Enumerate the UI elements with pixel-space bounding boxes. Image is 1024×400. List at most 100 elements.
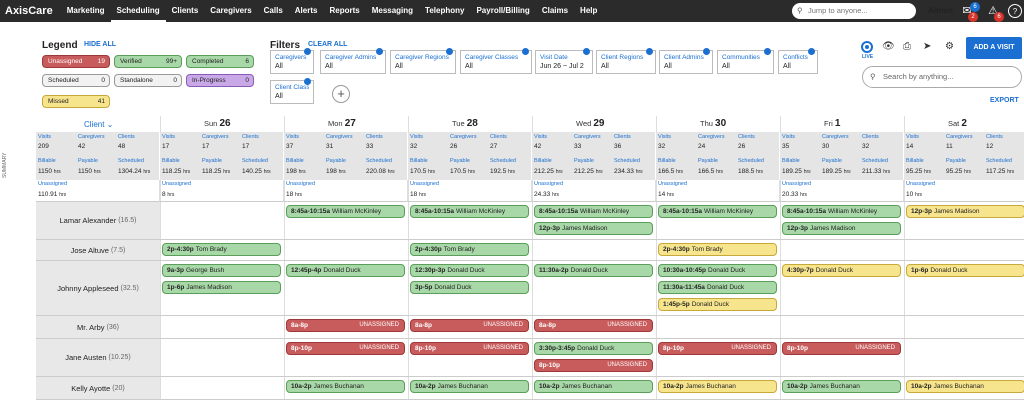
admin-menu[interactable]: Admin bbox=[928, 6, 953, 15]
visit-block[interactable]: 10:30a-10:45p Donald Duck bbox=[658, 264, 777, 277]
visit-block[interactable]: 10a-2p James Buchanan bbox=[534, 380, 653, 393]
day-header[interactable]: Mon 27 bbox=[328, 118, 356, 132]
legend-scheduled[interactable]: Scheduled 0 bbox=[42, 74, 110, 87]
filter-communities[interactable]: Communities All bbox=[717, 48, 774, 74]
client-name[interactable]: Jose Altuve (7.5) bbox=[36, 240, 160, 260]
nav-messaging[interactable]: Messaging bbox=[371, 6, 414, 15]
export-link[interactable]: EXPORT bbox=[990, 97, 1019, 104]
filter-caregiver-regions[interactable]: Caregiver Regions All bbox=[390, 48, 456, 74]
client-sort-select[interactable]: Client ⌄ bbox=[84, 120, 114, 129]
hide-all-link[interactable]: HIDE ALL bbox=[84, 41, 117, 48]
visit-block[interactable]: 10a-2p James Buchanan bbox=[906, 380, 1024, 393]
day-header[interactable]: Sat 2 bbox=[948, 118, 967, 132]
nav-marketing[interactable]: Marketing bbox=[66, 6, 105, 15]
visit-block[interactable]: 10a-2p James Buchanan bbox=[658, 380, 777, 393]
nav-caregivers[interactable]: Caregivers bbox=[210, 6, 252, 15]
visit-block[interactable]: 8p-10p UNASSIGNED bbox=[534, 359, 653, 372]
nav-help[interactable]: Help bbox=[580, 6, 598, 15]
visit-block[interactable]: 4:30p-7p Donald Duck bbox=[782, 264, 901, 277]
visit-block[interactable]: 12p-3p James Madison bbox=[782, 222, 901, 235]
visit-block[interactable]: 8p-10p UNASSIGNED bbox=[410, 342, 529, 355]
chat-icon[interactable]: ✉ bbox=[962, 5, 972, 17]
nav-reports[interactable]: Reports bbox=[329, 6, 360, 15]
print-icon[interactable]: ⎙ bbox=[903, 41, 911, 52]
nav-payroll-billing[interactable]: Payroll/Billing bbox=[476, 6, 530, 15]
gear-icon[interactable]: ⚙ bbox=[945, 41, 954, 52]
visit-block[interactable]: 8:45a-10:15a William McKinley bbox=[782, 205, 901, 218]
logo[interactable]: AxisCare bbox=[5, 5, 53, 17]
visit-block[interactable]: 8:45a-10:15a William McKinley bbox=[410, 205, 529, 218]
legend-missed[interactable]: Missed 41 bbox=[42, 95, 110, 108]
pin-icon[interactable] bbox=[446, 48, 453, 55]
visit-block[interactable]: 12:30p-3p Donald Duck bbox=[410, 264, 529, 277]
legend-unassigned[interactable]: Unassigned 19 bbox=[42, 55, 110, 68]
hide-eye-icon[interactable]: 👁 bbox=[882, 41, 895, 52]
filter-caregivers[interactable]: Caregivers All bbox=[270, 48, 314, 74]
client-name[interactable]: Mr. Arby (36) bbox=[36, 316, 160, 338]
client-name[interactable]: Jane Austen (10.25) bbox=[36, 339, 160, 376]
visit-block[interactable]: 10a-2p James Buchanan bbox=[782, 380, 901, 393]
visit-block[interactable]: 8a-8p UNASSIGNED bbox=[410, 319, 529, 332]
visit-block[interactable]: 8:45a-10:15a William McKinley bbox=[286, 205, 405, 218]
legend-verified[interactable]: Verified 99+ bbox=[114, 55, 182, 68]
visit-block[interactable]: 3:30p-3:45p Donald Duck bbox=[534, 342, 653, 355]
add-visit-button[interactable]: ADD A VISIT bbox=[966, 37, 1022, 59]
filter-client-classes[interactable]: Client Classes All bbox=[270, 78, 314, 104]
visit-block[interactable]: 3p-5p Donald Duck bbox=[410, 281, 529, 294]
nav-claims[interactable]: Claims bbox=[541, 6, 569, 15]
pin-icon[interactable] bbox=[376, 48, 383, 55]
visit-block[interactable]: 8:45a-10:15a William McKinley bbox=[658, 205, 777, 218]
nav-clients[interactable]: Clients bbox=[171, 6, 199, 15]
pin-icon[interactable] bbox=[808, 48, 815, 55]
visit-block[interactable]: 8:45a-10:15a William McKinley bbox=[534, 205, 653, 218]
legend-completed[interactable]: Completed 6 bbox=[186, 55, 254, 68]
send-icon[interactable]: ➤ bbox=[923, 41, 932, 52]
pin-icon[interactable] bbox=[304, 48, 311, 55]
pin-icon[interactable] bbox=[646, 48, 653, 55]
visit-block[interactable]: 12p-3p James Madison bbox=[906, 205, 1024, 218]
search-input[interactable]: ⚲ Search by anything... bbox=[862, 66, 1022, 88]
pin-icon[interactable] bbox=[304, 78, 311, 85]
jump-search-input[interactable]: ⚲ Jump to anyone... bbox=[792, 3, 916, 19]
pin-icon[interactable] bbox=[522, 48, 529, 55]
visit-block[interactable]: 12:45p-4p Donald Duck bbox=[286, 264, 405, 277]
filter-conflicts[interactable]: Conflicts All bbox=[778, 48, 818, 74]
visit-block[interactable]: 11:30a-2p Donald Duck bbox=[534, 264, 653, 277]
visit-block[interactable]: 9a-3p George Bush bbox=[162, 264, 281, 277]
visit-block[interactable]: 2p-4:30p Tom Brady bbox=[658, 243, 777, 256]
filter-client-regions[interactable]: Client Regions All bbox=[596, 48, 656, 74]
clear-all-link[interactable]: CLEAR ALL bbox=[308, 41, 348, 48]
help-icon[interactable]: ? bbox=[1008, 4, 1022, 18]
visit-block[interactable]: 12p-3p James Madison bbox=[534, 222, 653, 235]
visit-block[interactable]: 8p-10p UNASSIGNED bbox=[658, 342, 777, 355]
day-header[interactable]: Fri 1 bbox=[824, 118, 840, 132]
visit-block[interactable]: 1p-6p Donald Duck bbox=[906, 264, 1024, 277]
visit-block[interactable]: 11:30a-11:45a Donald Duck bbox=[658, 281, 777, 294]
nav-scheduling[interactable]: Scheduling bbox=[110, 0, 166, 22]
nav-alerts[interactable]: Alerts bbox=[294, 6, 318, 15]
nav-telephony[interactable]: Telephony bbox=[425, 6, 465, 15]
visit-block[interactable]: 2p-4:30p Tom Brady bbox=[410, 243, 529, 256]
notifications-icon[interactable]: ⚠ bbox=[988, 5, 998, 17]
filter-caregiver-classes[interactable]: Caregiver Classes All bbox=[460, 48, 532, 74]
pin-icon[interactable] bbox=[583, 48, 590, 55]
pin-icon[interactable] bbox=[764, 48, 771, 55]
filter-caregiver-admins[interactable]: Caregiver Admins All bbox=[320, 48, 386, 74]
nav-calls[interactable]: Calls bbox=[263, 6, 283, 15]
client-name[interactable]: Kelly Ayotte (20) bbox=[36, 377, 160, 399]
day-header[interactable]: Sun 26 bbox=[204, 118, 231, 132]
client-name[interactable]: Lamar Alexander (16.5) bbox=[36, 202, 160, 239]
visit-block[interactable]: 8a-8p UNASSIGNED bbox=[286, 319, 405, 332]
day-header[interactable]: Wed 29 bbox=[576, 118, 605, 132]
live-toggle[interactable] bbox=[861, 41, 873, 53]
visit-block[interactable]: 10a-2p James Buchanan bbox=[286, 380, 405, 393]
visit-block[interactable]: 2p-4:30p Tom Brady bbox=[162, 243, 281, 256]
filter-client-admins[interactable]: Client Admins All bbox=[659, 48, 713, 74]
visit-block[interactable]: 8p-10p UNASSIGNED bbox=[286, 342, 405, 355]
day-header[interactable]: Thu 30 bbox=[700, 118, 726, 132]
day-header[interactable]: Tue 28 bbox=[452, 118, 478, 132]
pin-icon[interactable] bbox=[703, 48, 710, 55]
client-name[interactable]: Johnny Appleseed (32.5) bbox=[36, 261, 160, 315]
visit-block[interactable]: 1:45p-5p Donald Duck bbox=[658, 298, 777, 311]
visit-block[interactable]: 10a-2p James Buchanan bbox=[410, 380, 529, 393]
